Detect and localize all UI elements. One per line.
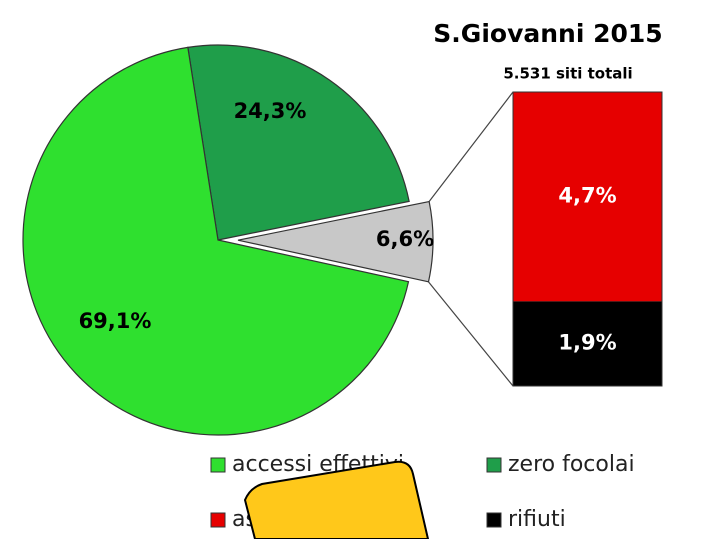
legend-label: zero focolai xyxy=(508,452,635,477)
chart-subtitle: 5.531 siti totali xyxy=(503,65,632,83)
slice-label: 6,6% xyxy=(376,227,434,251)
bar-label: 1,9% xyxy=(558,331,616,355)
chart-title: S.Giovanni 2015 xyxy=(433,19,662,48)
pie-slice xyxy=(188,45,409,240)
legend-swatch xyxy=(487,513,501,527)
slice-label: 69,1% xyxy=(79,309,152,333)
slice-label: 24,3% xyxy=(234,99,307,123)
connector xyxy=(428,282,513,386)
legend-swatch xyxy=(211,513,225,527)
legend-label: rifiuti xyxy=(508,507,566,532)
chart: S.Giovanni 2015 5.531 siti totali 24,3% 6… xyxy=(0,0,702,539)
bar-label: 4,7% xyxy=(558,184,616,208)
legend-swatch xyxy=(487,458,501,472)
connector xyxy=(429,92,513,202)
legend-swatch xyxy=(211,458,225,472)
